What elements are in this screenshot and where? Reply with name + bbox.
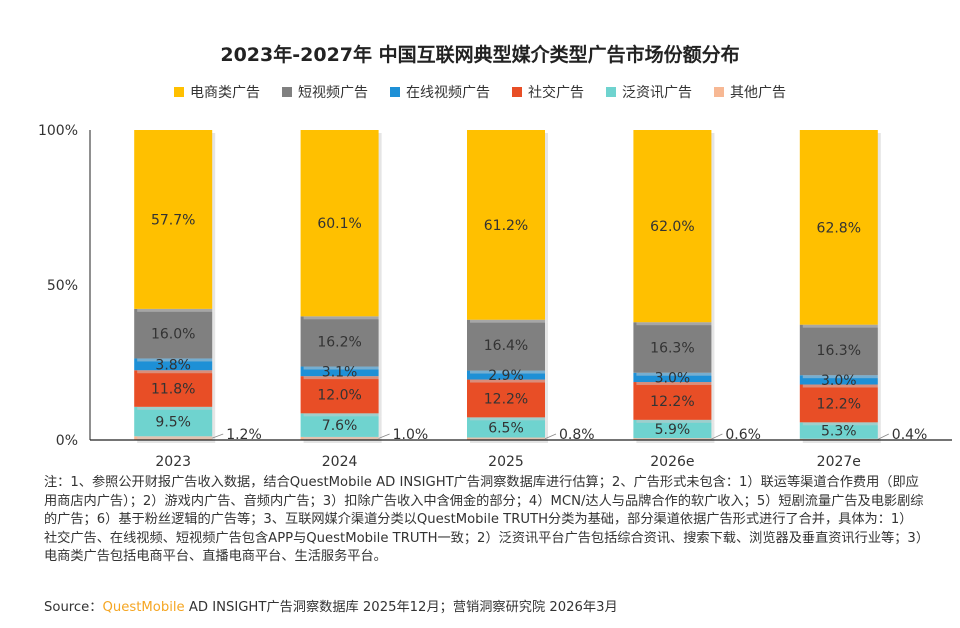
- bar-segment: [799, 422, 878, 439]
- label-leader-line: [711, 433, 723, 440]
- data-label: 57.7%: [151, 212, 195, 228]
- label-leader-line: [877, 433, 889, 440]
- data-label: 3.0%: [821, 373, 857, 389]
- bar-segment: [633, 382, 712, 420]
- footnote: 注：1、参照公开财报广告收入数据，结合QuestMobile AD INSIGH…: [44, 475, 924, 565]
- data-label: 11.8%: [151, 382, 195, 398]
- data-label: 1.2%: [226, 427, 262, 443]
- legend-item: 电商类广告: [174, 82, 260, 102]
- bar-segment: [134, 308, 213, 359]
- x-tick-label: 2024: [322, 454, 358, 470]
- legend-label: 社交广告: [528, 85, 584, 101]
- data-label: 16.0%: [151, 327, 195, 343]
- legend-label: 在线视频广告: [406, 85, 490, 101]
- data-label: 12.2%: [817, 396, 861, 412]
- bar-shadow: [470, 440, 548, 443]
- bar-segment: [633, 130, 712, 323]
- data-label: 0.4%: [892, 427, 928, 443]
- data-label: 2.9%: [488, 368, 524, 384]
- legend-swatch: [174, 87, 184, 97]
- legend-item: 社交广告: [512, 82, 584, 102]
- data-label: 16.2%: [317, 334, 361, 350]
- data-label: 6.5%: [488, 420, 524, 436]
- bar-segment: [633, 372, 712, 383]
- x-tick-label: 2027e: [817, 454, 861, 470]
- data-label: 3.1%: [322, 364, 358, 380]
- data-label: 12.2%: [484, 391, 528, 407]
- bar-segment: [134, 406, 213, 437]
- bar-shadow: [636, 441, 715, 443]
- legend-label: 短视频广告: [298, 85, 368, 101]
- legend-label: 泛资讯广告: [622, 85, 692, 101]
- legend-item: 泛资讯广告: [606, 82, 692, 102]
- legend-item: 在线视频广告: [390, 82, 490, 102]
- legend-item: 其他广告: [714, 82, 786, 102]
- legend: 电商类广告 短视频广告 在线视频广告 社交广告 泛资讯广告 其他广告: [0, 82, 960, 102]
- bar-segment: [467, 370, 545, 380]
- data-label: 0.6%: [725, 427, 761, 443]
- data-label: 16.3%: [650, 340, 694, 356]
- legend-swatch: [606, 87, 616, 97]
- stacked-bar-chart: 0% 50% 100% 1.2% 9.5% 11.8% 3.8% 16.0% 57.7% 2023…: [38, 123, 952, 470]
- data-label: 7.6%: [322, 418, 358, 434]
- bar-segment: [134, 358, 213, 371]
- bar-shadow: [802, 441, 881, 443]
- data-label: 0.8%: [559, 427, 595, 443]
- label-leader-line: [378, 433, 390, 439]
- bar-segment: [467, 417, 545, 438]
- bar-segment: [467, 130, 545, 320]
- data-label: 16.4%: [484, 338, 528, 354]
- legend-label: 电商类广告: [190, 85, 260, 101]
- source-line: Source：QuestMobile AD INSIGHT广告洞察数据库 202…: [44, 596, 618, 615]
- source-brand: QuestMobile: [102, 600, 185, 615]
- data-label: 61.2%: [484, 218, 528, 234]
- legend-swatch: [282, 87, 292, 97]
- y-tick-label: 50%: [47, 278, 78, 294]
- bar-segment: [134, 130, 213, 309]
- data-label: 60.1%: [317, 216, 361, 232]
- data-label: 1.0%: [393, 427, 429, 443]
- data-label: 12.0%: [317, 388, 361, 404]
- data-label: 5.9%: [655, 422, 691, 438]
- bar-segment: [300, 316, 379, 367]
- legend-label: 其他广告: [730, 85, 786, 101]
- bar-segment: [467, 319, 545, 371]
- bar-shadow: [303, 439, 382, 443]
- bar-segment: [300, 413, 379, 437]
- bar-segment: [633, 322, 712, 373]
- bar-segment: [633, 419, 712, 439]
- bar-segment: [134, 370, 213, 407]
- bar-segment: [300, 130, 379, 317]
- data-label: 62.8%: [817, 220, 861, 236]
- data-label: 3.8%: [155, 357, 191, 373]
- data-label: 9.5%: [155, 415, 191, 431]
- data-label: 5.3%: [821, 424, 857, 440]
- y-tick-label: 100%: [38, 123, 78, 139]
- bar-segment: [799, 130, 878, 325]
- chart-title: 2023年-2027年 中国互联网典型媒介类型广告市场份额分布: [220, 44, 740, 66]
- bar-segment: [799, 384, 878, 423]
- legend-swatch: [390, 87, 400, 97]
- bar-segment: [799, 324, 878, 376]
- x-tick-label: 2023: [155, 454, 191, 470]
- source-label: Source：: [44, 600, 103, 615]
- legend-item: 短视频广告: [282, 82, 368, 102]
- data-label: 16.3%: [817, 343, 861, 359]
- data-label: 12.2%: [650, 394, 694, 410]
- x-tick-label: 2026e: [650, 454, 694, 470]
- bar-segment: [300, 366, 379, 377]
- legend-swatch: [512, 87, 522, 97]
- bar-segment: [467, 379, 545, 418]
- source-text: AD INSIGHT广告洞察数据库 2025年12月；营销洞察研究院 2026年…: [184, 600, 618, 615]
- bar-segment: [799, 375, 878, 385]
- bar-segment: [300, 376, 379, 414]
- legend-swatch: [714, 87, 724, 97]
- data-label: 3.0%: [655, 370, 691, 386]
- label-leader-line: [212, 433, 224, 439]
- data-label: 62.0%: [650, 219, 694, 235]
- y-tick-label: 0%: [56, 433, 78, 449]
- bar-shadow: [137, 439, 216, 443]
- label-leader-line: [544, 433, 557, 440]
- x-tick-label: 2025: [488, 454, 524, 470]
